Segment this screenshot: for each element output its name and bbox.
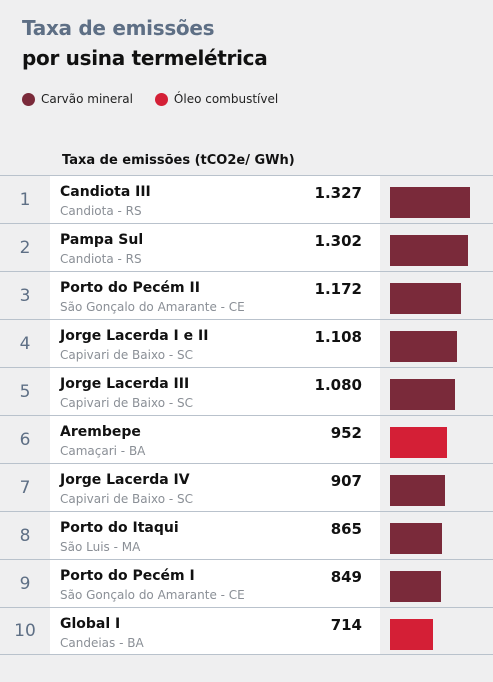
plant-name: Porto do Pecém II	[60, 280, 200, 296]
plant-name: Porto do Pecém I	[60, 568, 195, 584]
data-label: 1.327	[314, 184, 362, 202]
legend-item-oil: Óleo combustível	[154, 92, 279, 106]
data-label: 952	[330, 424, 362, 442]
rank-number: 10	[14, 621, 36, 641]
plant-location: Candiota - RS	[60, 204, 142, 218]
plant-name: Global I	[60, 616, 121, 632]
table-row: 4 Jorge Lacerda I e II Capivari de Baixo -…	[0, 319, 493, 367]
bar-4	[390, 331, 457, 362]
legend: Carvão mineral Óleo combustível	[22, 92, 300, 106]
bar-5	[390, 379, 455, 410]
data-label: 714	[330, 616, 362, 634]
data-label: 1.172	[314, 280, 362, 298]
plant-location: São Luis - MA	[60, 540, 141, 554]
plant-location: Camaçari - BA	[60, 444, 146, 458]
table-row: 3 Porto do Pecém II São Gonçalo do Amarant…	[0, 271, 493, 319]
data-label: 1.302	[314, 232, 362, 250]
rank-number: 7	[19, 477, 31, 498]
plant-name: Arembepe	[60, 424, 141, 440]
ranking-table: 1 Candiota III Candiota - RS 1.327 2 Pampa Su…	[0, 175, 493, 655]
legend-label-coal: Carvão mineral	[41, 92, 133, 106]
data-label: 849	[330, 568, 362, 586]
rank-number: 2	[19, 237, 31, 258]
bar-7	[390, 475, 445, 506]
table-row: 1 Candiota III Candiota - RS 1.327	[0, 175, 493, 223]
table-row: 5 Jorge Lacerda III Capivari de Baixo - SC…	[0, 367, 493, 415]
chart-subtitle: por usina termelétrica	[22, 46, 268, 70]
plant-name: Jorge Lacerda IV	[60, 472, 190, 488]
bar-8	[390, 523, 442, 554]
plant-cell: Jorge Lacerda IV Capivari de Baixo - SC 90…	[50, 464, 380, 511]
rank-number: 5	[19, 381, 31, 402]
plant-cell: Arembepe Camaçari - BA 952	[50, 416, 380, 463]
plant-cell: Pampa Sul Candiota - RS 1.302	[50, 224, 380, 271]
plant-cell: Jorge Lacerda III Capivari de Baixo - SC 1…	[50, 368, 380, 415]
plant-cell: Porto do Pecém I São Gonçalo do Amarante …	[50, 560, 380, 607]
data-label: 1.080	[314, 376, 362, 394]
rank-number: 1	[19, 189, 31, 210]
rank-number: 8	[19, 525, 31, 546]
rank-number: 3	[19, 285, 31, 306]
bar-2	[390, 235, 468, 266]
bar-1	[390, 187, 470, 218]
rank-number: 9	[19, 573, 31, 594]
plant-location: Capivari de Baixo - SC	[60, 396, 193, 410]
table-row: 7 Jorge Lacerda IV Capivari de Baixo - SC 9…	[0, 463, 493, 511]
table-row: 10 Global I Candeias - BA 714	[0, 607, 493, 655]
plant-location: São Gonçalo do Amarante - CE	[60, 300, 245, 314]
column-header: Taxa de emissões (tCO2e/ GWh)	[62, 153, 295, 168]
plant-name: Pampa Sul	[60, 232, 144, 248]
rank-number: 4	[19, 333, 31, 354]
table-row: 8 Porto do Itaqui São Luis - MA 865	[0, 511, 493, 559]
legend-label-oil: Óleo combustível	[173, 92, 279, 106]
plant-name: Jorge Lacerda III	[60, 376, 190, 392]
legend-swatch-coal	[22, 92, 35, 106]
data-label: 1.108	[314, 328, 362, 346]
bar-9	[390, 571, 441, 602]
plant-location: Candeias - BA	[60, 636, 144, 650]
bar-3	[390, 283, 461, 314]
plant-cell: Candiota III Candiota - RS 1.327	[50, 176, 380, 223]
plant-location: Capivari de Baixo - SC	[60, 348, 193, 362]
table-row: 6 Arembepe Camaçari - BA 952	[0, 415, 493, 463]
data-label: 865	[330, 520, 362, 538]
table-row: 9 Porto do Pecém I São Gonçalo do Amarante…	[0, 559, 493, 607]
table-row: 2 Pampa Sul Candiota - RS 1.302	[0, 223, 493, 271]
plant-name: Candiota III	[60, 184, 151, 200]
plant-name: Jorge Lacerda I e II	[60, 328, 209, 344]
plant-cell: Porto do Pecém II São Gonçalo do Amarante…	[50, 272, 380, 319]
legend-swatch-oil	[154, 92, 168, 106]
plant-cell: Jorge Lacerda I e II Capivari de Baixo - …	[50, 320, 380, 367]
plant-name: Porto do Itaqui	[60, 520, 179, 536]
legend-item-coal: Carvão mineral	[22, 92, 133, 106]
bar-10	[390, 619, 433, 650]
plant-location: Candiota - RS	[60, 252, 142, 266]
bar-6	[390, 427, 447, 458]
plant-location: Capivari de Baixo - SC	[60, 492, 193, 506]
plant-location: São Gonçalo do Amarante - CE	[60, 588, 245, 602]
chart-title: Taxa de emissões	[22, 16, 215, 40]
plant-cell: Porto do Itaqui São Luis - MA 865	[50, 512, 380, 559]
rank-number: 6	[19, 429, 31, 450]
plant-cell: Global I Candeias - BA 714	[50, 608, 380, 654]
data-label: 907	[330, 472, 362, 490]
